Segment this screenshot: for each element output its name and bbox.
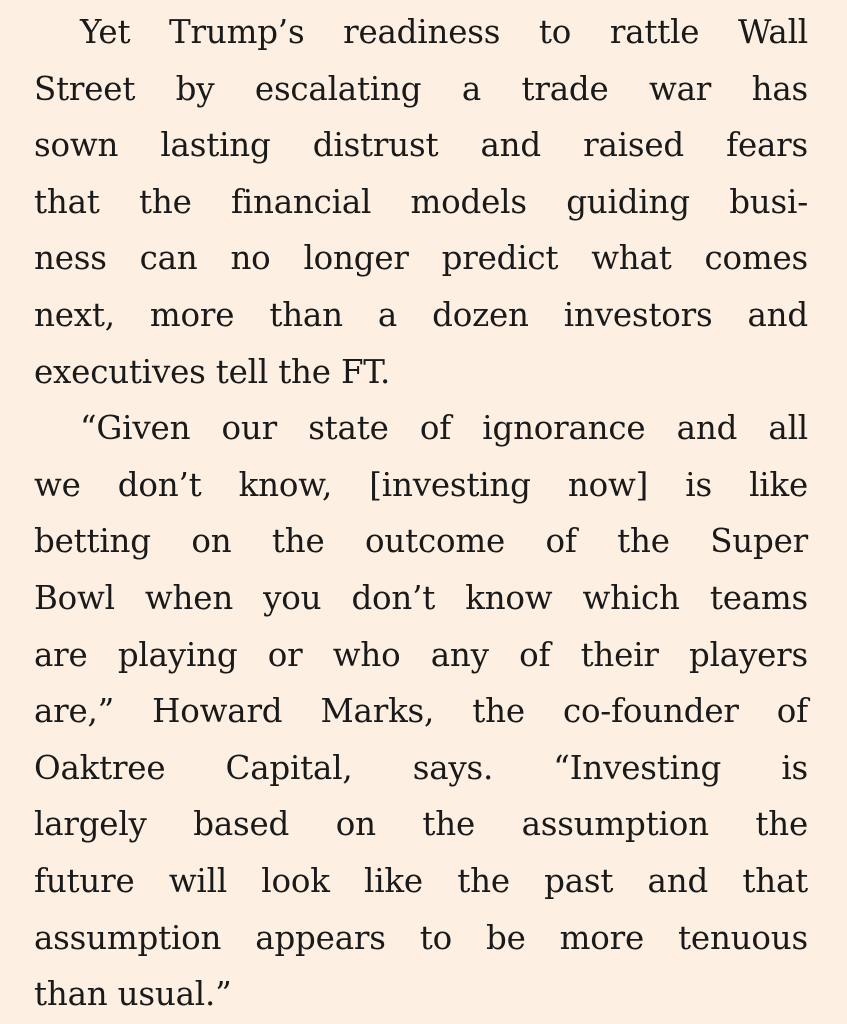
text-line: that the financial models guiding busi-: [34, 182, 808, 221]
text-line: sown lasting distrust and raised fears: [34, 126, 808, 165]
text-line: “Given our state of ignorance and all: [80, 409, 808, 448]
article-body: Yet Trump’s readiness to rattle Wall Str…: [34, 4, 808, 1023]
text-line: Bowl when you don’t know which teams: [34, 578, 808, 617]
text-line: executives tell the FT.: [34, 352, 391, 391]
text-line: ness can no longer predict what comes: [34, 239, 808, 278]
text-line: next, more than a dozen investors and: [34, 295, 808, 334]
text-line: we don’t know, [investing now] is like: [34, 465, 808, 504]
text-line: are playing or who any of their players: [34, 635, 808, 674]
text-line: future will look like the past and that: [34, 861, 808, 900]
text-line: betting on the outcome of the Super: [34, 522, 808, 561]
text-line: are,” Howard Marks, the co-founder of: [34, 692, 808, 731]
text-line: Oaktree Capital, says. “Investing is: [34, 748, 808, 787]
text-line: Street by escalating a trade war has: [34, 69, 808, 108]
text-line: largely based on the assumption the: [34, 805, 808, 844]
text-line: assumption appears to be more tenuous: [34, 918, 808, 957]
text-line: Yet Trump’s readiness to rattle Wall: [80, 13, 808, 51]
text-line: than usual.”: [34, 975, 232, 1014]
paragraph-1: Yet Trump’s readiness to rattle Wall Str…: [34, 4, 808, 400]
paragraph-2: “Given our state of ignorance and all we…: [34, 400, 808, 1023]
